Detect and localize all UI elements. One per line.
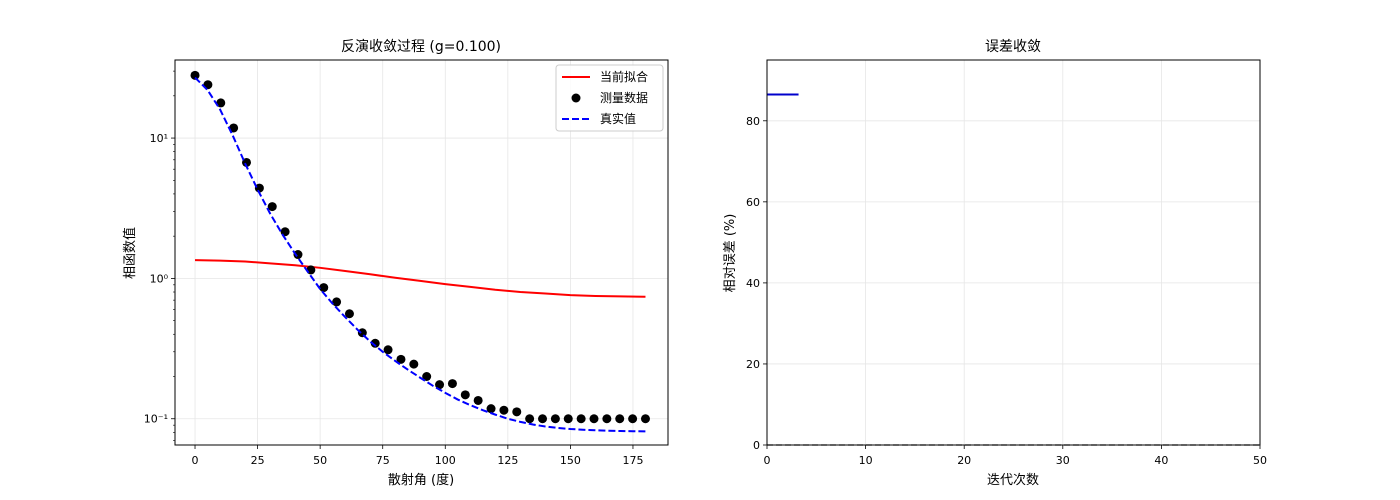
data-point-measured [344, 309, 354, 319]
x-tick-label: 50 [313, 454, 327, 467]
data-point-measured [512, 407, 522, 417]
y-tick-label: 80 [746, 115, 760, 128]
y-tick-label: 40 [746, 277, 760, 290]
grid [766, 60, 1261, 446]
data-point-measured [640, 414, 650, 424]
data-point-measured [409, 359, 419, 369]
data-point-measured [254, 183, 264, 193]
data-point-measured [550, 414, 560, 424]
axes-frame [174, 59, 669, 446]
x-axis-label: 散射角 (度) [388, 472, 454, 488]
data-point-measured [216, 98, 226, 108]
series-layer [190, 70, 650, 433]
y-tick-label: 20 [746, 358, 760, 371]
y-tick-label: 10⁰ [150, 272, 169, 285]
x-tick-label: 75 [376, 454, 390, 467]
x-tick-label: 150 [560, 454, 581, 467]
data-point-measured [229, 123, 239, 133]
x-tick-label: 50 [1253, 454, 1267, 467]
x-axis-label: 迭代次数 [987, 472, 1039, 488]
legend-frame [555, 64, 664, 132]
data-point-measured [486, 404, 496, 414]
data-point-measured [383, 345, 393, 355]
data-point-measured [473, 395, 483, 405]
data-point-measured [293, 250, 303, 260]
data-point-measured [563, 414, 573, 424]
x-tick-label: 0 [192, 454, 199, 467]
data-point-measured [370, 338, 380, 348]
data-point-measured [396, 354, 406, 364]
legend-label: 当前拟合 [600, 69, 648, 84]
x-tick-label: 0 [764, 454, 771, 467]
data-point-measured [267, 202, 277, 212]
data-point-measured [499, 405, 509, 415]
data-point-measured [602, 414, 612, 424]
series-line-true [194, 76, 646, 433]
chart-title: 误差收敛 [985, 39, 1041, 55]
panel-inversion-convergence: 反演收敛过程 (g=0.100) 散射角 (度) 相函数值 0 25 50 75 100… [122, 39, 669, 488]
x-tick-label: 125 [497, 454, 518, 467]
data-point-measured [319, 283, 329, 293]
y-tick-label: 60 [746, 196, 760, 209]
legend-swatch-measured [571, 93, 581, 103]
data-point-measured [190, 70, 200, 80]
data-point-measured [525, 414, 535, 424]
data-point-measured [435, 380, 445, 390]
x-tick-label: 100 [435, 454, 456, 467]
x-tick-label: 20 [957, 454, 971, 467]
panel-error-convergence: 误差收敛 迭代次数 相对误差 (%) 0 10 20 30 40 50 0 20 40 60 80 [723, 39, 1267, 488]
x-tick-label: 10 [859, 454, 873, 467]
y-axis-label: 相函数值 [122, 227, 138, 279]
x-tick-label: 30 [1056, 454, 1070, 467]
y-tick-label: 10¹ [150, 132, 168, 145]
plot-area [767, 93, 1260, 446]
data-point-measured [576, 414, 586, 424]
y-axis-label: 相对误差 (%) [723, 214, 738, 293]
data-point-measured [422, 371, 432, 381]
legend-label: 测量数据 [600, 90, 648, 105]
x-tick-label: 40 [1154, 454, 1168, 467]
axes-frame [766, 59, 1261, 446]
data-point-measured [538, 414, 548, 424]
series-line-fit [195, 259, 646, 298]
ticks: 0 10 20 30 40 50 0 20 40 60 80 [746, 115, 1267, 467]
data-point-measured [589, 414, 599, 424]
x-tick-label: 175 [622, 454, 643, 467]
data-point-measured [460, 390, 470, 400]
chart-title: 反演收敛过程 (g=0.100) [341, 39, 501, 55]
x-tick-label: 25 [251, 454, 265, 467]
data-point-measured [241, 157, 251, 167]
data-point-measured [447, 379, 457, 389]
data-point-measured [332, 297, 342, 307]
data-point-measured [615, 414, 625, 424]
y-tick-label: 0 [753, 439, 760, 452]
legend-label: 真实值 [600, 111, 636, 126]
ticks: 0 25 50 75 100 125 150 175 10⁻¹ 10⁰ 10¹ [144, 70, 643, 467]
y-tick-label: 10⁻¹ [144, 413, 168, 426]
data-point-measured [628, 414, 638, 424]
plot-area [190, 70, 650, 433]
